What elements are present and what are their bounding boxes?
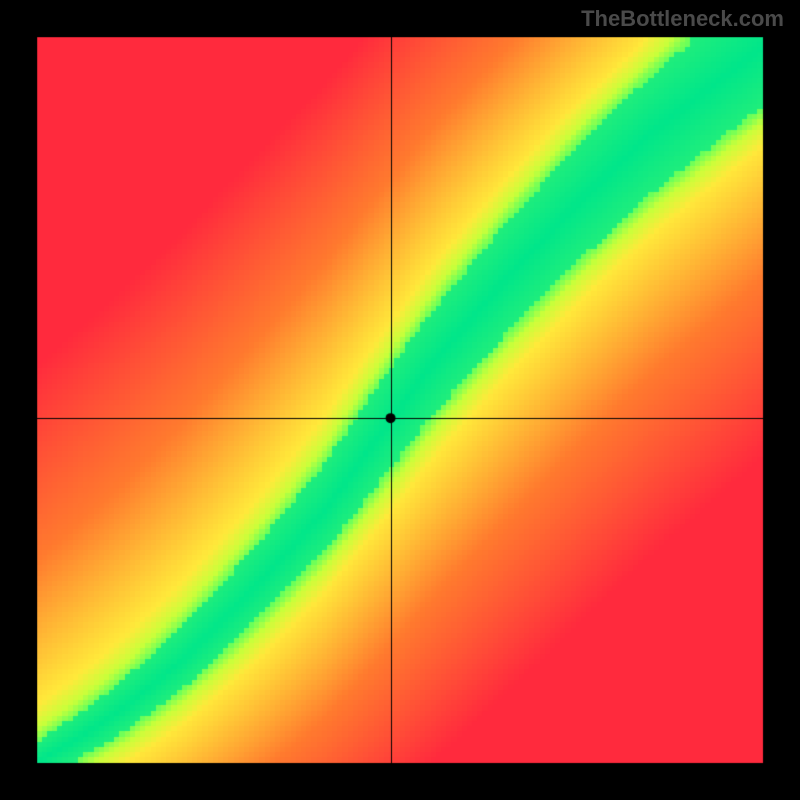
chart-container: { "watermark": { "text": "TheBottleneck.… xyxy=(0,0,800,800)
crosshair-overlay xyxy=(0,0,800,800)
watermark-text: TheBottleneck.com xyxy=(581,6,784,32)
